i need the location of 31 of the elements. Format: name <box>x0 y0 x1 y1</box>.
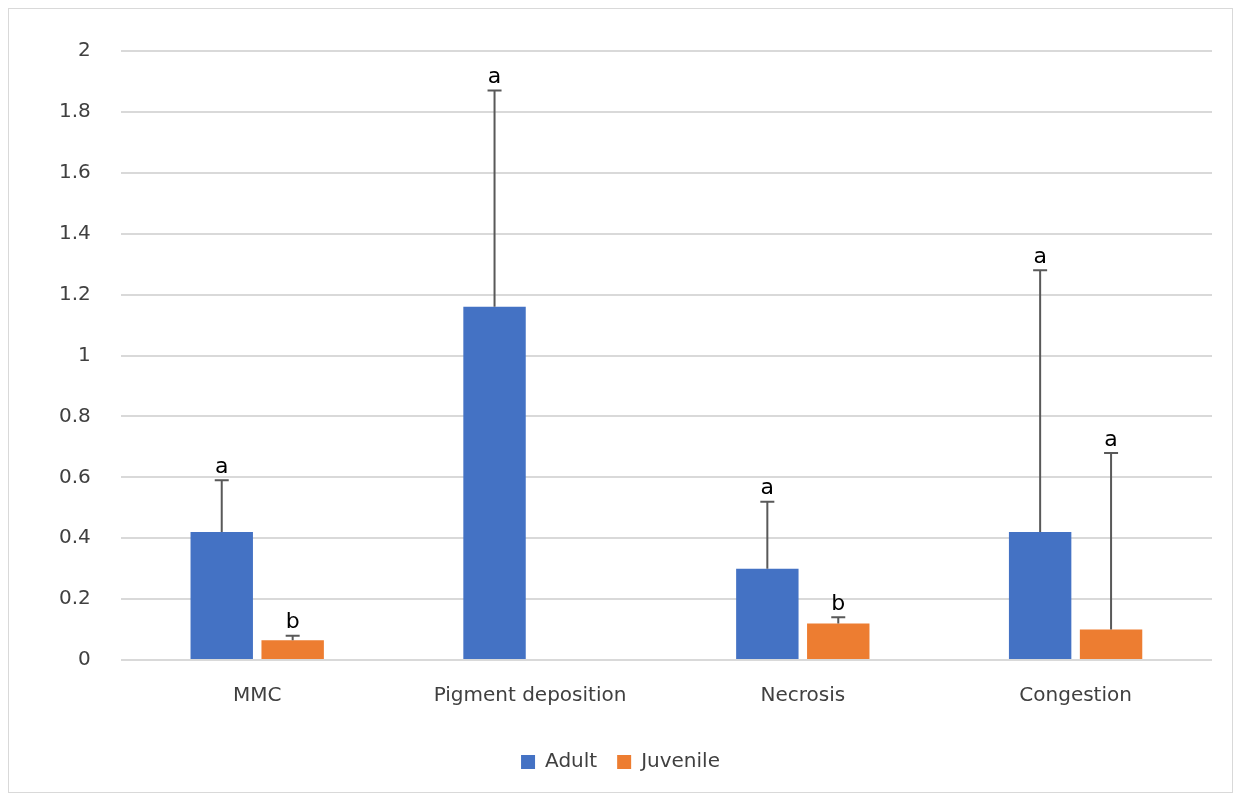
annotation: a <box>1033 242 1047 268</box>
y-tick-label: 1.6 <box>58 159 91 183</box>
y-tick-label: 1.2 <box>58 280 91 305</box>
y-tick-label: 0.2 <box>58 585 91 610</box>
y-tick-label: 0 <box>78 646 91 671</box>
y-tick-label: 2 <box>78 37 91 62</box>
annotation: a <box>487 63 502 89</box>
y-tick-label: 1.8 <box>58 98 91 123</box>
x-tick-label: Pigment deposition <box>433 682 627 707</box>
bar <box>736 568 799 659</box>
bar <box>190 532 253 659</box>
bar <box>1079 629 1143 659</box>
bar <box>261 640 324 659</box>
annotation: b <box>831 590 846 616</box>
bar <box>807 623 870 659</box>
y-tick-label: 1 <box>78 341 91 366</box>
x-tick-label: MMC <box>232 682 282 707</box>
annotation: a <box>1104 425 1118 451</box>
y-tick-label: 1.4 <box>58 219 91 244</box>
bar <box>463 306 526 659</box>
annotation: a <box>215 453 229 479</box>
bar <box>1008 532 1072 659</box>
x-tick-label: Necrosis <box>760 682 846 707</box>
legend-label: Adult <box>545 748 598 773</box>
x-tick-label: Congestion <box>1019 682 1132 707</box>
y-tick-label: 0.8 <box>58 402 91 427</box>
y-tick-label: 0.4 <box>58 524 91 549</box>
annotation: a <box>760 474 775 500</box>
y-tick-label: 0.6 <box>58 463 91 488</box>
annotation: b <box>285 608 300 634</box>
legend-label: Juvenile <box>639 748 720 773</box>
